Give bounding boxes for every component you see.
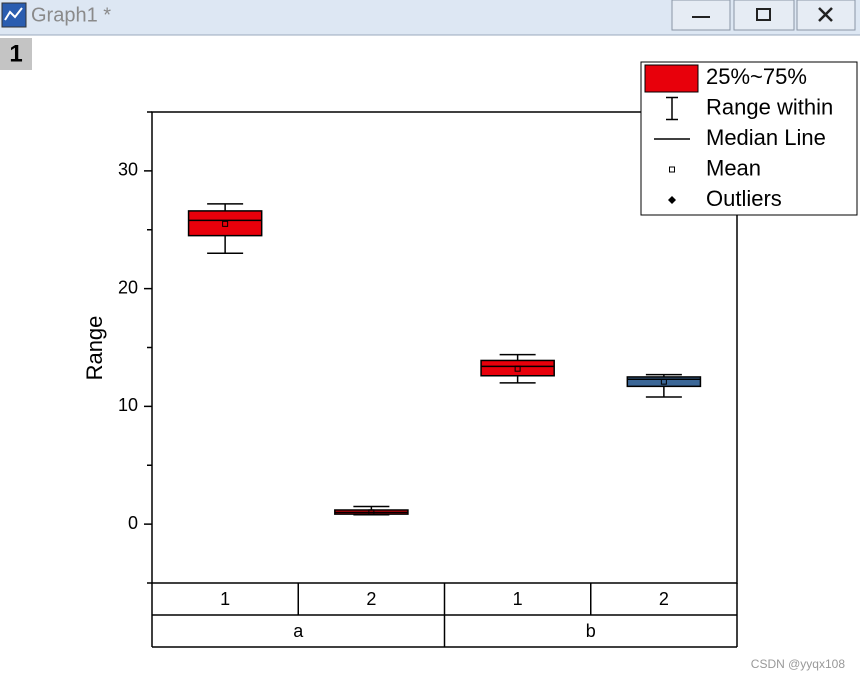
mean-marker: [660, 378, 667, 385]
legend-label: Outliers: [706, 186, 782, 211]
x-tick-label: 1: [513, 589, 523, 609]
y-tick-label: 20: [118, 277, 138, 297]
title-bar: [0, 0, 860, 35]
window-icon-glyph: [4, 7, 23, 21]
legend-swatch: [644, 64, 699, 93]
legend-label: 25%~75%: [706, 64, 807, 89]
y-axis-label: Range: [82, 316, 107, 381]
legend-label: Median Line: [706, 125, 826, 150]
maximize-button[interactable]: [733, 0, 795, 31]
x-group-label: b: [586, 621, 596, 641]
legend-mean: [669, 166, 675, 173]
legend-label: Range within: [706, 94, 833, 119]
box: [480, 359, 555, 377]
mean-marker: [368, 509, 375, 516]
y-tick-label: 30: [118, 160, 138, 180]
close-button[interactable]: [796, 0, 856, 31]
box: [187, 210, 263, 237]
layer-label: 1: [9, 40, 22, 67]
y-tick-label: 0: [128, 513, 138, 533]
box: [626, 376, 702, 388]
minimize-button[interactable]: [671, 0, 731, 31]
x-tick-label: 2: [659, 589, 669, 609]
y-tick-label: 10: [118, 395, 138, 415]
legend-label: Mean: [706, 155, 761, 180]
mean-marker: [514, 365, 521, 372]
layer-tab[interactable]: [0, 38, 32, 70]
x-tick-label: 2: [366, 589, 376, 609]
watermark: CSDN @yyqx108: [751, 657, 846, 671]
legend-outlier: [668, 196, 676, 204]
x-tick-label: 1: [220, 589, 230, 609]
x-group-label: a: [293, 621, 304, 641]
window-title: Graph1 *: [31, 4, 111, 26]
mean-marker: [222, 220, 229, 227]
